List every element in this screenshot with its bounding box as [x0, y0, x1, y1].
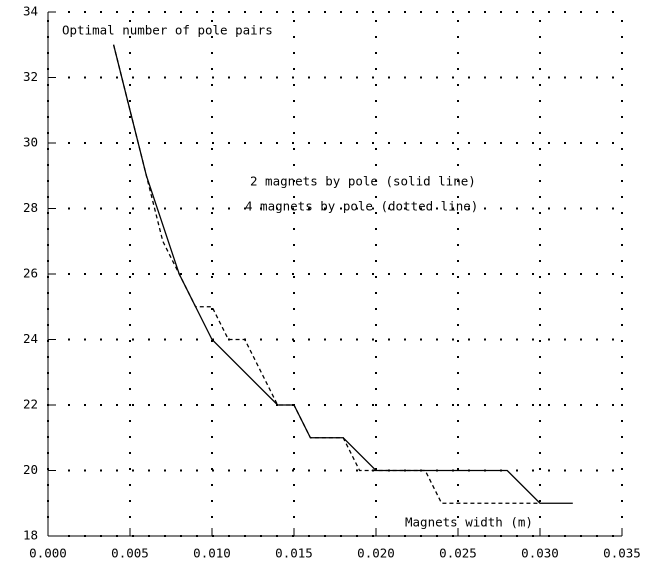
- y-tick-label: 22: [23, 397, 38, 412]
- x-tick-label: 0.030: [521, 546, 559, 561]
- x-axis-label: Magnets width (m): [405, 515, 533, 530]
- x-tick-label: 0.035: [603, 546, 641, 561]
- y-tick-label: 32: [23, 69, 38, 84]
- y-tick-label: 30: [23, 135, 38, 150]
- x-tick-label: 0.000: [29, 546, 67, 561]
- x-tick-label: 0.025: [439, 546, 477, 561]
- line-series: [112, 44, 573, 504]
- y-tick-label: 24: [23, 331, 38, 346]
- y-tick-label: 34: [23, 4, 38, 19]
- x-tick-label: 0.015: [275, 546, 313, 561]
- chart-title: Optimal number of pole pairs: [62, 23, 273, 38]
- x-tick-label: 0.005: [111, 546, 149, 561]
- y-tick-label: 18: [23, 528, 38, 543]
- x-tick-label: 0.010: [193, 546, 231, 561]
- annotation: 4 magnets by pole (dotted line): [245, 199, 478, 214]
- annotation: 2 magnets by pole (solid line): [250, 174, 476, 189]
- line-series: [112, 44, 540, 504]
- x-tick-label: 0.020: [357, 546, 395, 561]
- y-tick-label: 26: [23, 266, 38, 281]
- y-tick-label: 28: [23, 200, 38, 215]
- y-tick-label: 20: [23, 462, 38, 477]
